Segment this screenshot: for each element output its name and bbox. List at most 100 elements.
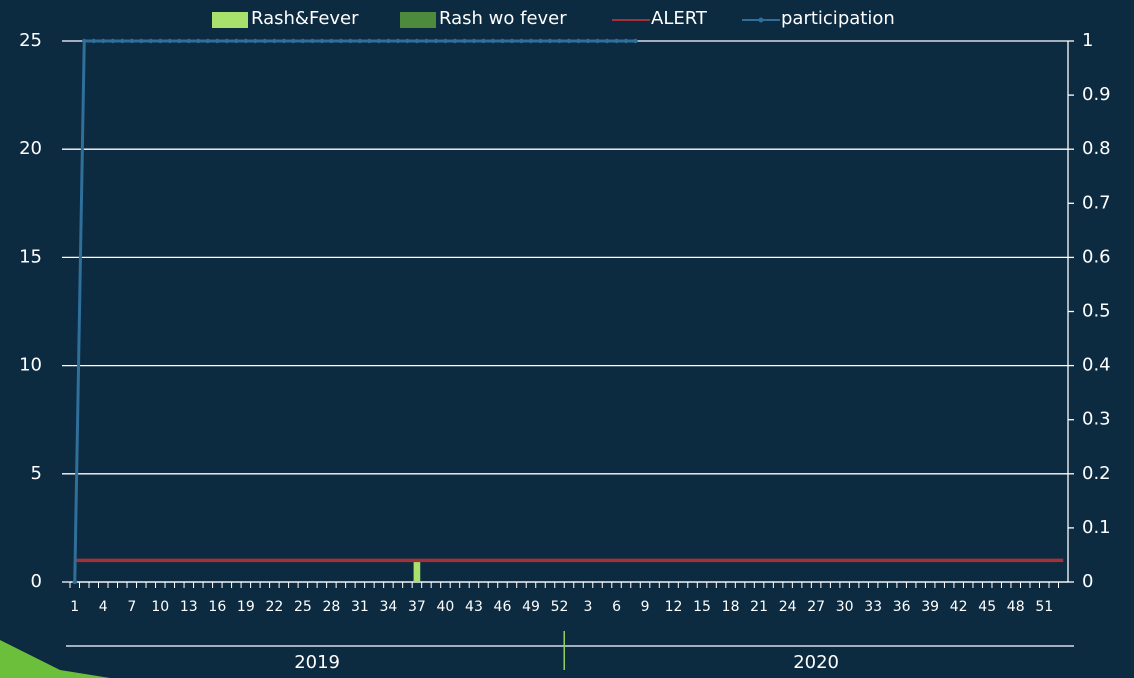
x-tick-label: 28 (322, 599, 340, 615)
legend-label: Rash wo fever (439, 8, 567, 29)
point (272, 38, 277, 44)
point (177, 38, 182, 44)
point (110, 38, 115, 44)
x-tick-label: 42 (950, 599, 968, 615)
point (623, 38, 629, 44)
point (576, 38, 581, 44)
y2-tick-label: 0.3 (1082, 409, 1111, 430)
point (405, 38, 410, 44)
legend-marker (758, 17, 764, 23)
point (319, 38, 325, 44)
x-tick-label: 30 (836, 599, 854, 615)
y2-tick-label: 0.7 (1082, 192, 1111, 213)
point (215, 38, 220, 44)
x-tick-label: 12 (665, 599, 683, 615)
x-tick-label: 45 (978, 599, 996, 615)
legend-swatch (212, 12, 248, 28)
x-tick-label: 39 (921, 599, 939, 615)
x-tick-label: 7 (127, 599, 136, 615)
x-tick-label: 15 (693, 599, 711, 615)
point (481, 38, 486, 44)
y2-tick-label: 0.5 (1082, 301, 1111, 322)
legend-swatch (400, 12, 436, 28)
x-tick-label: 43 (465, 599, 483, 615)
point (557, 38, 562, 44)
x-tick-label: 48 (1007, 599, 1025, 615)
point (538, 38, 543, 44)
point (357, 38, 363, 44)
point (253, 38, 258, 44)
point (433, 38, 439, 44)
x-tick-label: 36 (893, 599, 911, 615)
point (158, 38, 163, 44)
point (101, 38, 106, 44)
point (614, 38, 619, 44)
x-tick-label: 24 (779, 599, 797, 615)
y-tick-label: 0 (31, 571, 42, 592)
point (348, 38, 353, 44)
x-tick-label: 34 (379, 599, 397, 615)
point (120, 38, 125, 44)
point (139, 38, 144, 44)
y2-tick-label: 0.9 (1082, 84, 1111, 105)
group-label: 2019 (294, 652, 340, 673)
y2-tick-label: 0.1 (1082, 517, 1111, 538)
point (300, 38, 306, 44)
y-tick-label: 25 (19, 30, 42, 51)
y-tick-label: 10 (19, 355, 42, 376)
point (528, 38, 534, 44)
point (72, 579, 77, 585)
point (595, 38, 600, 44)
point (281, 38, 287, 44)
point (452, 38, 458, 44)
x-tick-label: 52 (551, 599, 569, 615)
x-tick-label: 3 (584, 599, 593, 615)
y2-tick-label: 0.2 (1082, 463, 1111, 484)
point (129, 38, 134, 44)
point (424, 38, 429, 44)
x-tick-label: 21 (750, 599, 768, 615)
point (547, 38, 553, 44)
point (262, 38, 268, 44)
x-tick-label: 19 (237, 599, 255, 615)
point (585, 38, 591, 44)
x-tick-label: 46 (494, 599, 512, 615)
x-tick-label: 4 (99, 599, 108, 615)
point (338, 38, 344, 44)
x-tick-label: 40 (437, 599, 455, 615)
point (167, 38, 172, 44)
x-tick-label: 10 (151, 599, 169, 615)
legend-label: ALERT (651, 8, 708, 29)
point (471, 38, 477, 44)
y2-tick-label: 1 (1082, 30, 1093, 51)
x-tick-label: 49 (522, 599, 540, 615)
point (291, 38, 296, 44)
point (604, 38, 610, 44)
series-line (73, 39, 636, 583)
point (310, 38, 315, 44)
point (395, 38, 401, 44)
legend-label: participation (781, 8, 895, 29)
point (224, 38, 230, 44)
point (186, 38, 192, 44)
x-tick-label: 13 (180, 599, 198, 615)
y-tick-label: 5 (31, 463, 42, 484)
point (91, 38, 96, 44)
x-tick-label: 6 (612, 599, 621, 615)
y2-tick-label: 0.8 (1082, 138, 1111, 159)
point (414, 38, 420, 44)
x-tick-label: 25 (294, 599, 312, 615)
point (443, 38, 448, 44)
x-tick-label: 51 (1035, 599, 1053, 615)
y2-tick-label: 0 (1082, 571, 1093, 592)
y-tick-label: 15 (19, 246, 42, 267)
point (367, 38, 372, 44)
point (148, 38, 153, 44)
point (376, 38, 382, 44)
y2-tick-label: 0.4 (1082, 355, 1111, 376)
point (462, 38, 467, 44)
point (519, 38, 524, 44)
group-label: 2020 (793, 652, 839, 673)
